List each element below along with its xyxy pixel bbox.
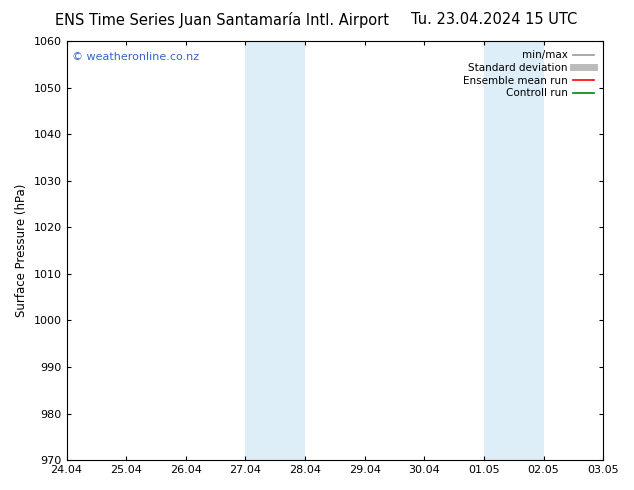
Text: Tu. 23.04.2024 15 UTC: Tu. 23.04.2024 15 UTC: [411, 12, 578, 27]
Bar: [484, 41, 543, 460]
Bar: [245, 41, 305, 460]
Text: ENS Time Series Juan Santamaría Intl. Airport: ENS Time Series Juan Santamaría Intl. Ai…: [55, 12, 389, 28]
Y-axis label: Surface Pressure (hPa): Surface Pressure (hPa): [15, 184, 28, 318]
Text: © weatheronline.co.nz: © weatheronline.co.nz: [72, 51, 199, 62]
Legend: min/max, Standard deviation, Ensemble mean run, Controll run: min/max, Standard deviation, Ensemble me…: [459, 46, 598, 102]
